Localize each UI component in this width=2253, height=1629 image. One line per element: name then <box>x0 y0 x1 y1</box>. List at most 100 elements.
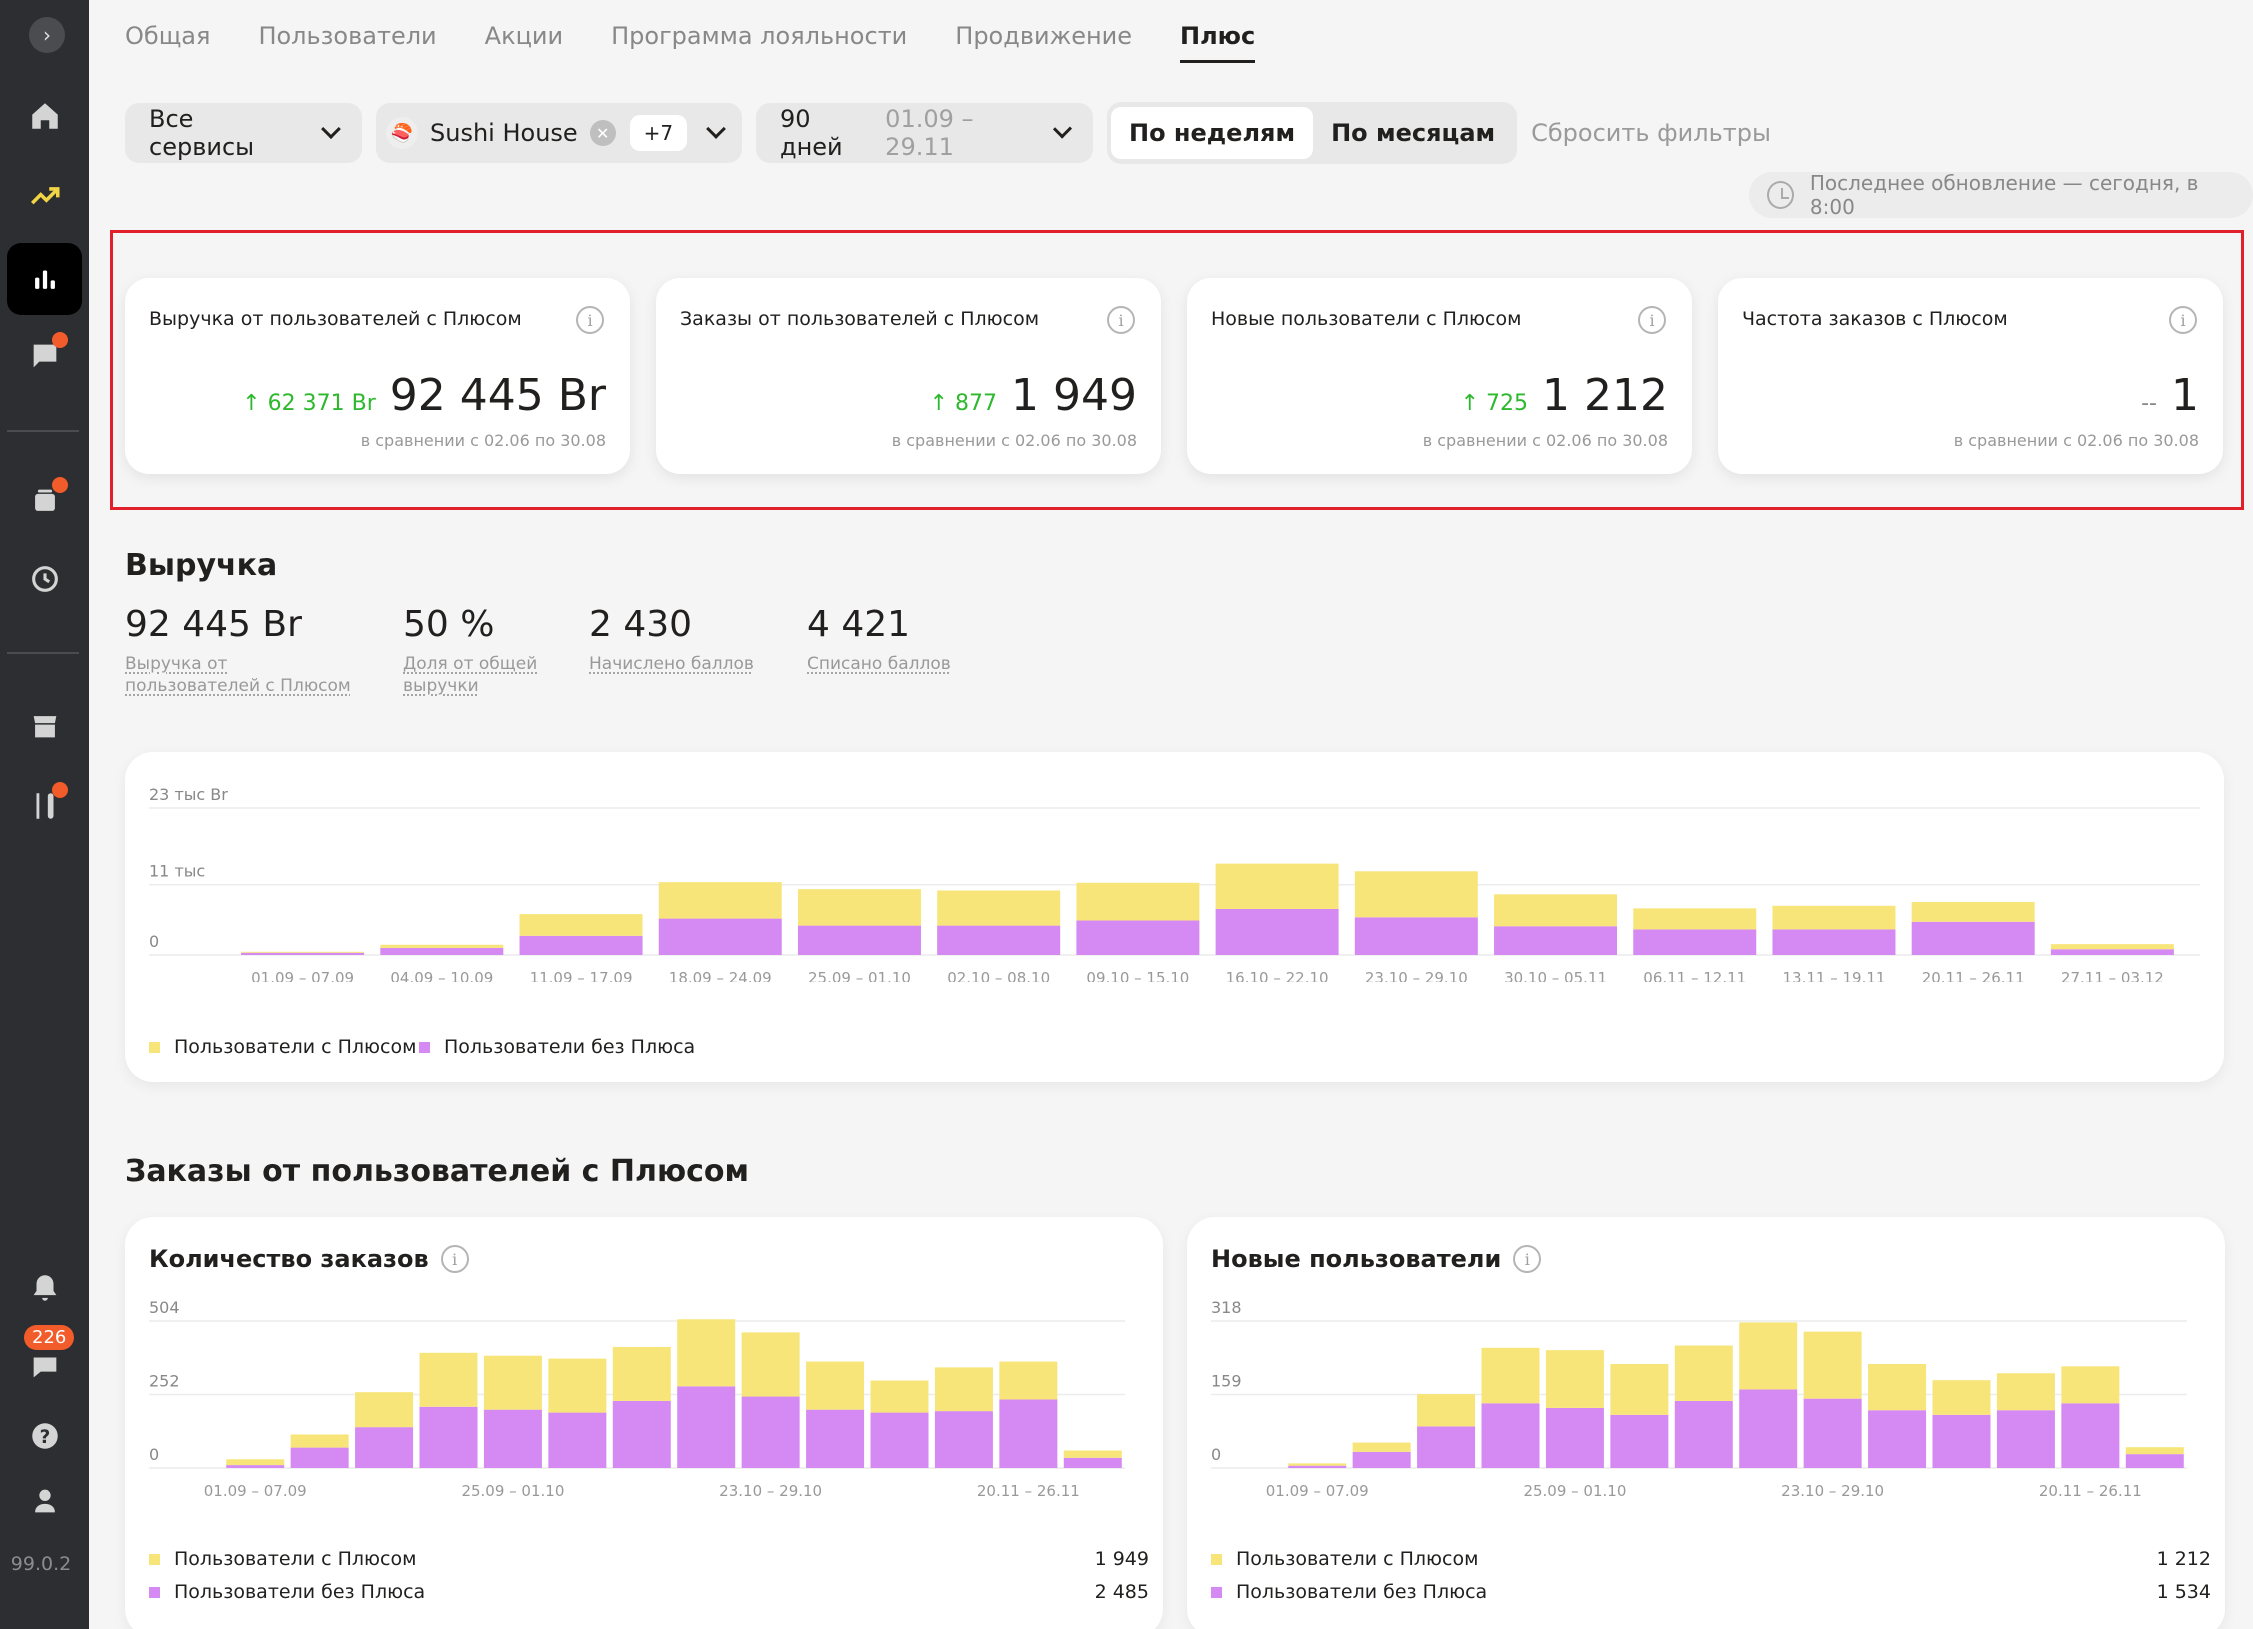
bar-no-plus[interactable] <box>1674 1400 1733 1468</box>
bar-no-plus[interactable] <box>870 1412 929 1468</box>
bar-plus[interactable] <box>1674 1345 1733 1401</box>
info-icon[interactable]: i <box>576 306 604 334</box>
bar-plus[interactable] <box>1494 894 1618 927</box>
bar-no-plus[interactable] <box>806 1409 865 1468</box>
info-icon[interactable]: i <box>1513 1245 1542 1273</box>
bar-plus[interactable] <box>1352 1442 1411 1452</box>
bar-no-plus[interactable] <box>1494 926 1618 955</box>
bar-no-plus[interactable] <box>419 1406 478 1468</box>
bar-plus[interactable] <box>1803 1331 1862 1399</box>
bar-plus[interactable] <box>380 944 504 948</box>
bar-no-plus[interactable] <box>1545 1407 1604 1468</box>
bar-plus[interactable] <box>2050 944 2174 950</box>
bar-no-plus[interactable] <box>1772 929 1896 955</box>
orders-icon[interactable] <box>7 465 82 537</box>
bar-no-plus[interactable] <box>355 1427 414 1468</box>
bar-no-plus[interactable] <box>519 935 643 955</box>
legend-item-no-plus[interactable]: Пользователи без Плюса <box>419 1036 695 1058</box>
bar-plus[interactable] <box>2061 1366 2120 1404</box>
trending-icon[interactable] <box>7 160 82 232</box>
bar-plus[interactable] <box>355 1392 414 1428</box>
bar-no-plus[interactable] <box>1352 1451 1411 1468</box>
bar-no-plus[interactable] <box>1633 929 1757 955</box>
bar-plus[interactable] <box>483 1355 542 1410</box>
bar-no-plus[interactable] <box>1063 1457 1122 1468</box>
bar-no-plus[interactable] <box>741 1396 800 1468</box>
bar-no-plus[interactable] <box>1354 917 1478 955</box>
services-select[interactable]: Все сервисы <box>125 103 362 163</box>
bar-plus[interactable] <box>519 914 643 936</box>
bar-no-plus[interactable] <box>2050 949 2174 955</box>
bar-plus[interactable] <box>999 1361 1058 1400</box>
tab-users[interactable]: Пользователи <box>258 22 437 50</box>
more-restaurants-count[interactable]: +7 <box>629 115 688 151</box>
legend-item-plus[interactable]: Пользователи с Плюсом <box>149 1036 416 1058</box>
reset-filters-link[interactable]: Сбросить фильтры <box>1531 119 1771 147</box>
bar-plus[interactable] <box>1868 1363 1927 1411</box>
bar-plus[interactable] <box>419 1352 478 1407</box>
bar-plus[interactable] <box>1739 1322 1798 1390</box>
store-icon[interactable] <box>7 690 82 762</box>
stat-label[interactable]: Списано баллов <box>807 654 951 674</box>
stat-label[interactable]: Начислено баллов <box>589 654 754 674</box>
reviews-icon[interactable] <box>7 320 82 392</box>
bar-no-plus[interactable] <box>612 1400 671 1468</box>
bar-no-plus[interactable] <box>226 1465 285 1468</box>
info-icon[interactable]: i <box>1107 306 1135 334</box>
bar-no-plus[interactable] <box>1932 1414 1991 1468</box>
bar-plus[interactable] <box>1215 863 1339 909</box>
bar-no-plus[interactable] <box>1996 1410 2055 1468</box>
bar-plus[interactable] <box>2125 1447 2184 1455</box>
bar-no-plus[interactable] <box>548 1412 607 1468</box>
help-icon[interactable]: ? <box>7 1400 82 1472</box>
bar-plus[interactable] <box>1288 1463 1347 1466</box>
bar-no-plus[interactable] <box>241 952 365 955</box>
bar-no-plus[interactable] <box>483 1409 542 1468</box>
bar-plus[interactable] <box>797 889 921 926</box>
bar-plus[interactable] <box>1481 1347 1540 1404</box>
chat-icon[interactable] <box>7 1330 82 1402</box>
home-icon[interactable] <box>7 80 82 152</box>
bar-no-plus[interactable] <box>1610 1414 1669 1468</box>
bar-plus[interactable] <box>870 1380 929 1413</box>
bar-plus[interactable] <box>1545 1350 1604 1408</box>
bar-no-plus[interactable] <box>999 1399 1058 1468</box>
bar-plus[interactable] <box>241 951 365 953</box>
bar-no-plus[interactable] <box>2125 1454 2184 1468</box>
bar-no-plus[interactable] <box>934 1411 993 1468</box>
profile-icon[interactable] <box>7 1465 82 1537</box>
bar-plus[interactable] <box>1417 1394 1476 1427</box>
tab-promotion[interactable]: Продвижение <box>955 22 1133 50</box>
period-select[interactable]: 90 дней 01.09 – 29.11 <box>756 103 1093 163</box>
bar-plus[interactable] <box>658 882 782 919</box>
bar-plus[interactable] <box>548 1358 607 1413</box>
bar-plus[interactable] <box>1772 905 1896 930</box>
bar-no-plus[interactable] <box>1739 1389 1798 1468</box>
bar-no-plus[interactable] <box>937 925 1061 955</box>
info-icon[interactable]: i <box>1638 306 1666 334</box>
menu-icon[interactable] <box>7 770 82 842</box>
bar-no-plus[interactable] <box>290 1447 349 1468</box>
bar-no-plus[interactable] <box>797 925 921 955</box>
analytics-icon[interactable] <box>7 243 82 315</box>
bar-plus[interactable] <box>677 1319 736 1387</box>
restaurant-select[interactable]: 🍣 Sushi House ✕ +7 <box>376 103 742 163</box>
sidebar-expand-button[interactable]: › <box>29 17 65 53</box>
bar-plus[interactable] <box>612 1346 671 1401</box>
bar-plus[interactable] <box>937 890 1061 926</box>
bar-plus[interactable] <box>934 1367 993 1412</box>
bar-no-plus[interactable] <box>1911 921 2035 955</box>
tab-promotions[interactable]: Акции <box>484 22 564 50</box>
bar-no-plus[interactable] <box>1417 1426 1476 1468</box>
info-icon[interactable]: i <box>440 1245 469 1273</box>
stat-label[interactable]: Выручка от пользователей с Плюсом <box>125 654 351 696</box>
bell-icon[interactable] <box>7 1252 82 1324</box>
clear-restaurant-icon[interactable]: ✕ <box>589 120 616 146</box>
bar-no-plus[interactable] <box>1215 908 1339 955</box>
bar-plus[interactable] <box>741 1332 800 1397</box>
bar-plus[interactable] <box>806 1361 865 1410</box>
bar-no-plus[interactable] <box>658 918 782 955</box>
by-weeks-option[interactable]: По неделям <box>1111 107 1314 159</box>
bar-no-plus[interactable] <box>1481 1403 1540 1468</box>
bar-plus[interactable] <box>1911 901 2035 922</box>
